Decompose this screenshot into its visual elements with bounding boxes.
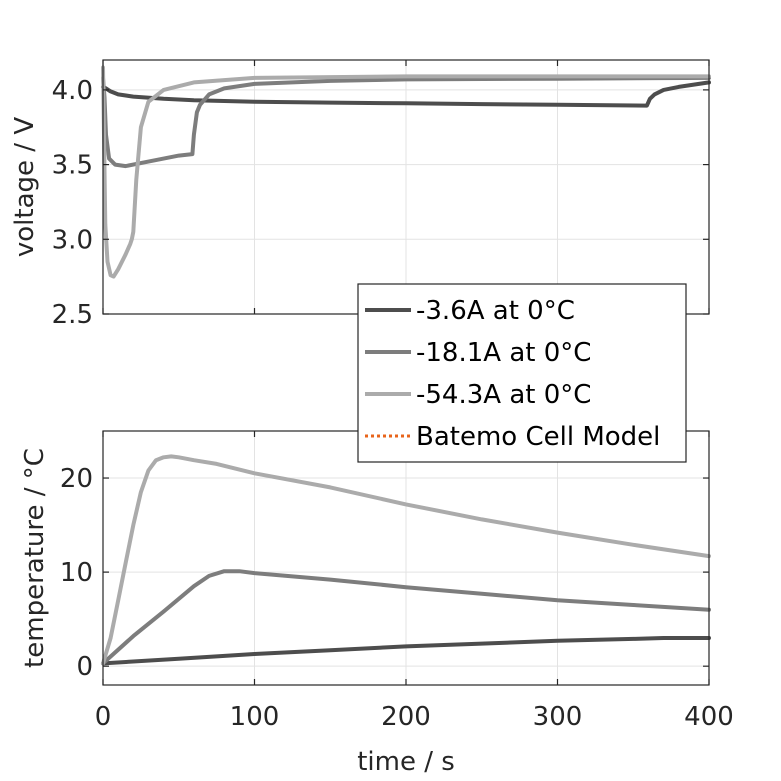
temperature-series-3-6a-at-0-c xyxy=(101,636,711,666)
voltage-y-axis-label: voltage / V xyxy=(10,117,40,257)
temperature-ticks: 0 100 200 300 400 0 10 20 xyxy=(60,431,734,732)
legend-label-batemo-model: Batemo Cell Model xyxy=(416,422,660,452)
voltage-series-18-1a-at-0-c xyxy=(101,75,711,169)
voltage-series-54-3a-at-0-c xyxy=(101,65,711,279)
temperature-x-tick-label: 200 xyxy=(381,702,431,732)
temperature-y-tick-label: 10 xyxy=(60,558,93,588)
legend-box xyxy=(357,283,687,463)
legend: -3.6A at 0°C -18.1A at 0°C -54.3A at 0°C… xyxy=(357,283,687,463)
voltage-panel: 2.5 3.0 3.5 4.0 voltage / V xyxy=(10,59,711,330)
temperature-series-group xyxy=(101,454,711,666)
temperature-y-axis-label: temperature / °C xyxy=(20,448,50,668)
voltage-y-tick-label: 3.5 xyxy=(52,151,93,181)
temperature-x-tick-label: 0 xyxy=(95,702,112,732)
temperature-series-54-3a-at-0-c xyxy=(101,454,711,666)
time-x-axis-label: time / s xyxy=(357,747,455,777)
voltage-y-tick-label: 3.0 xyxy=(52,225,93,255)
temperature-x-tick-label: 400 xyxy=(684,702,734,732)
temperature-series-18-1a-at-0-c xyxy=(101,569,711,666)
temperature-x-tick-label: 300 xyxy=(533,702,583,732)
temperature-x-tick-label: 100 xyxy=(230,702,280,732)
legend-label-18-1a: -18.1A at 0°C xyxy=(416,338,591,368)
voltage-series-3-6a-at-0-c xyxy=(101,80,711,108)
temperature-y-tick-label: 0 xyxy=(76,652,93,682)
voltage-y-tick-label: 2.5 xyxy=(52,300,93,330)
temperature-y-tick-label: 20 xyxy=(60,464,93,494)
legend-label-3-6a: -3.6A at 0°C xyxy=(416,296,575,326)
voltage-series-group xyxy=(101,65,711,279)
legend-label-54-3a: -54.3A at 0°C xyxy=(416,380,591,410)
temperature-panel: 0 100 200 300 400 0 10 20 temperature / °C time… xyxy=(20,430,734,777)
voltage-y-tick-label: 4.0 xyxy=(52,76,93,106)
